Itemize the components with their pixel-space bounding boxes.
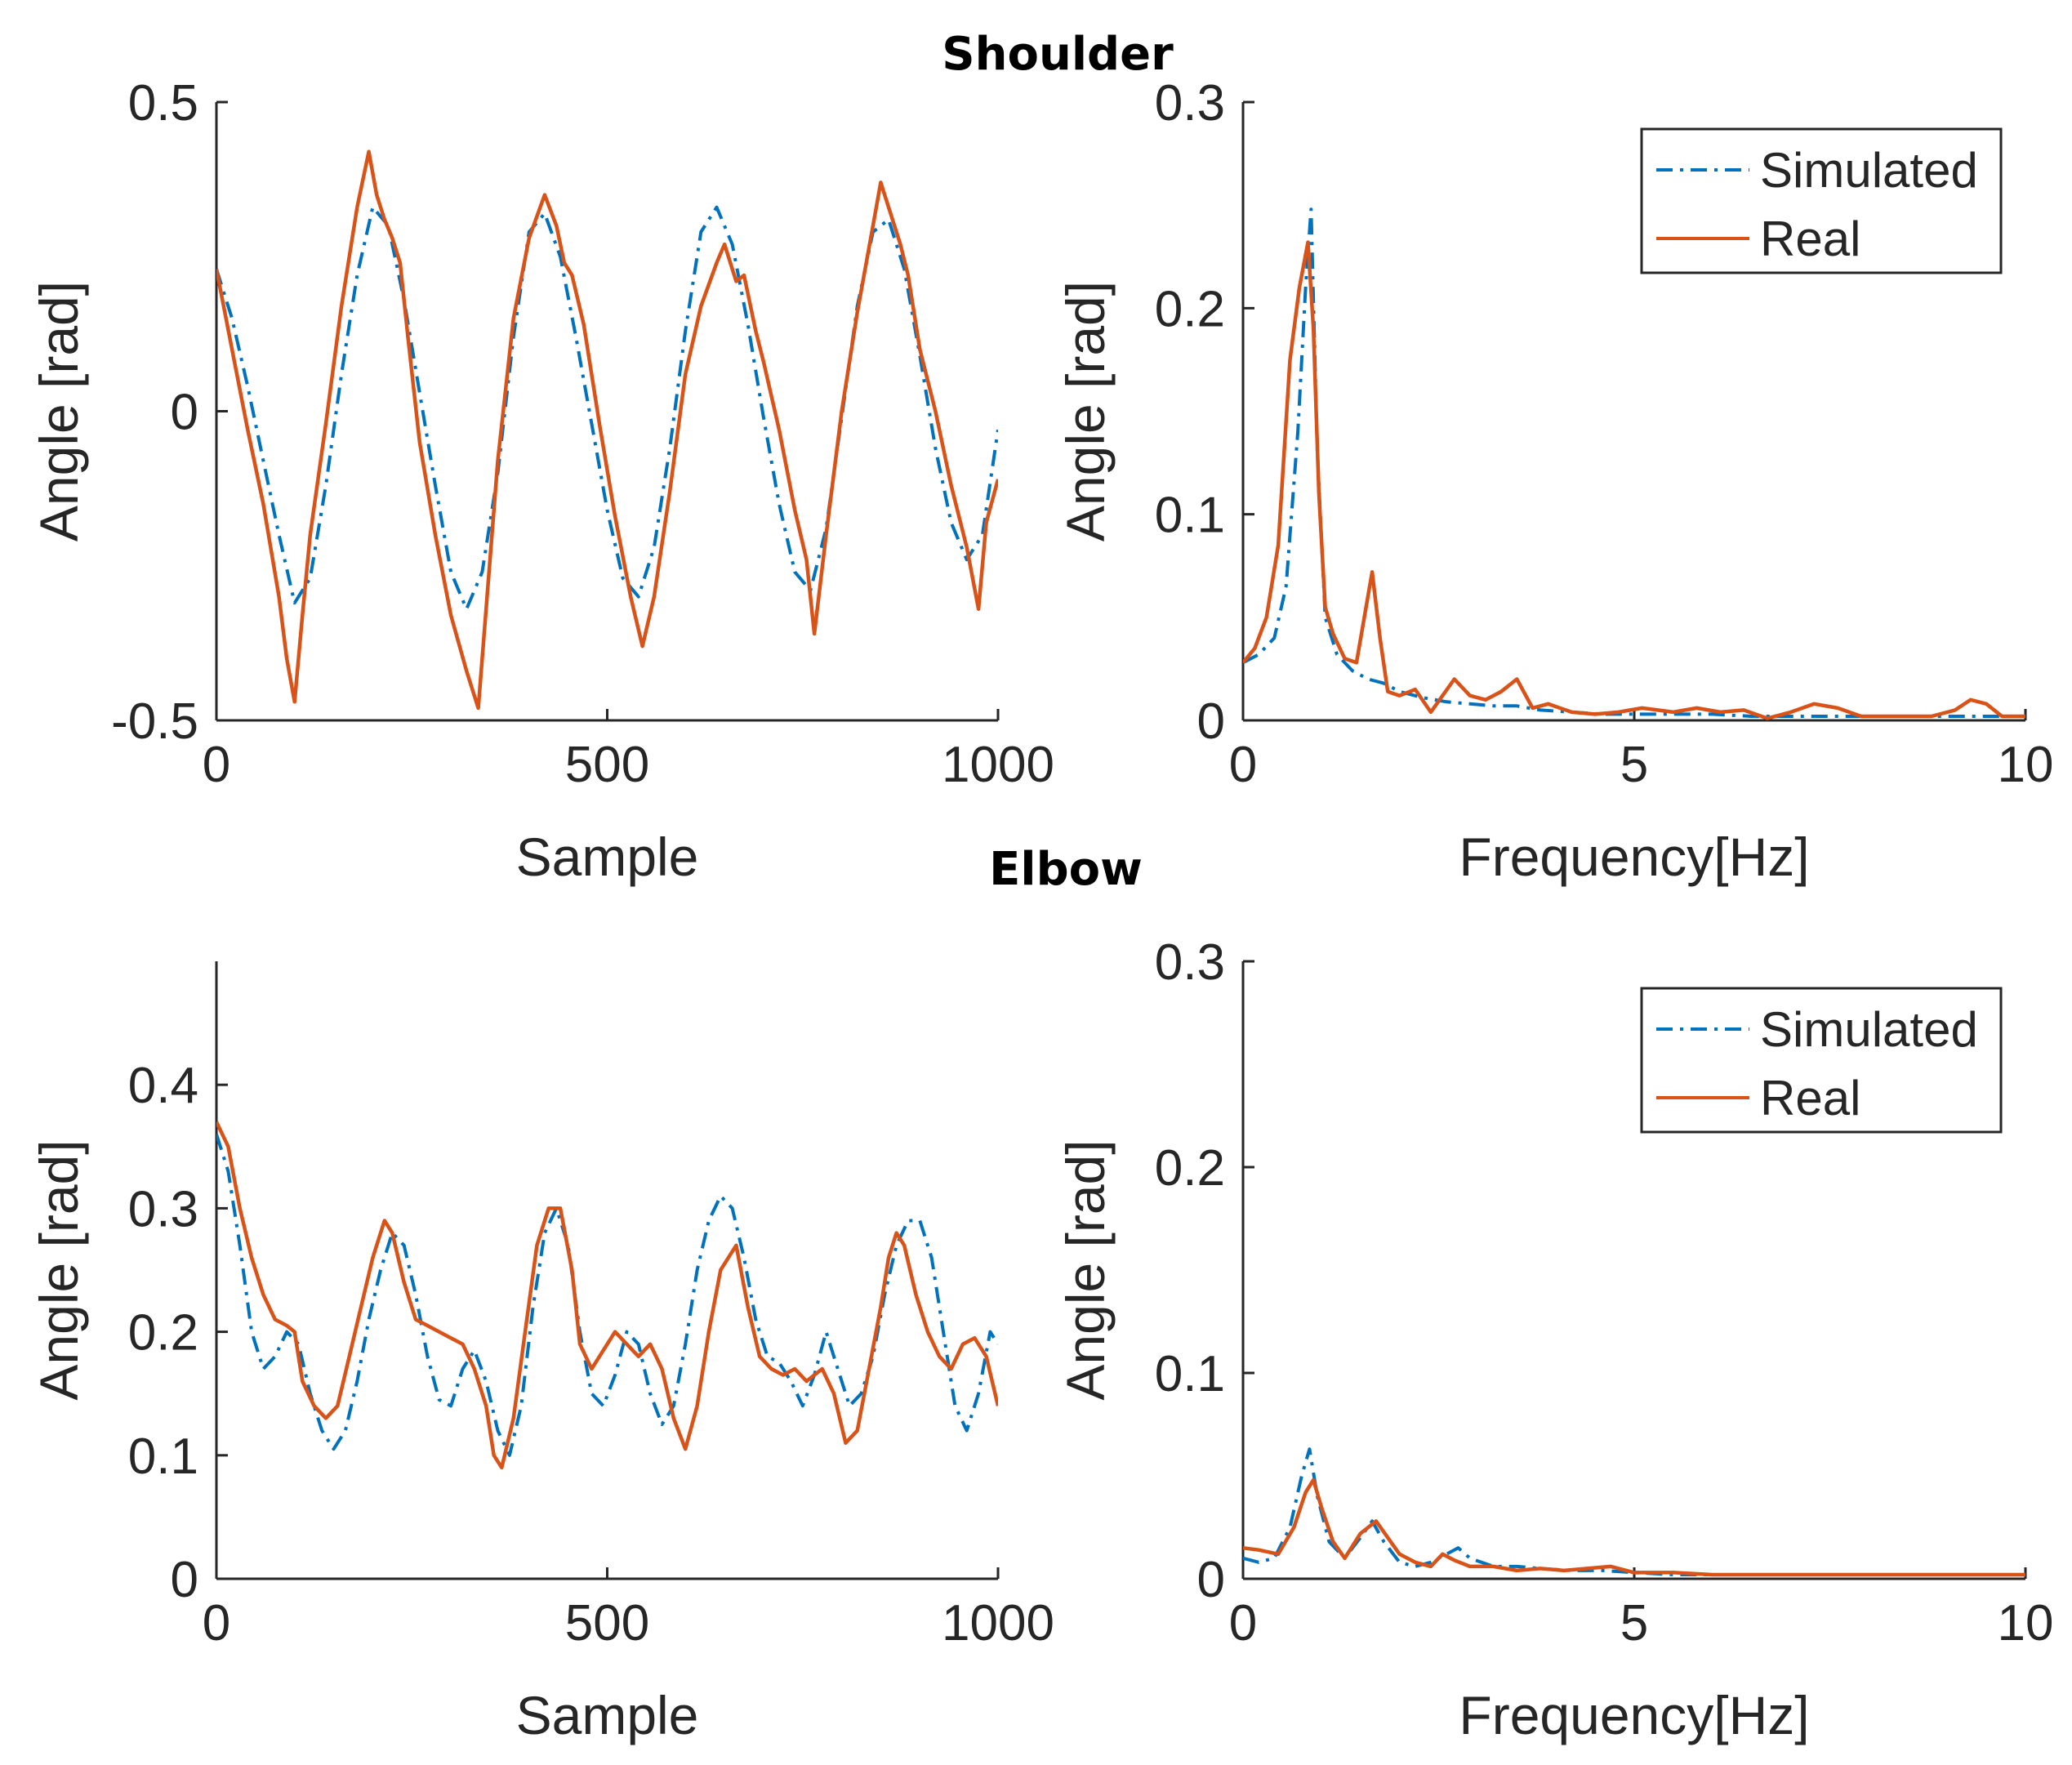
x-axis-label: Sample <box>516 1685 699 1745</box>
x-tick-label: 0 <box>203 737 230 793</box>
series-line-simulated <box>216 205 998 611</box>
x-tick-label: 500 <box>565 737 649 793</box>
y-tick-label: -0.5 <box>111 693 198 750</box>
chart-shoulder-freq: 0 5 10 0 0.1 0.2 0.3 Frequency[Hz] Angle [rad] Si… <box>1055 75 2053 887</box>
y-tick-label: 0.1 <box>128 1428 198 1485</box>
x-tick-label: 1000 <box>942 1595 1054 1651</box>
section-title-shoulder: Shoulder <box>942 28 1174 81</box>
x-tick-label: 500 <box>565 1595 649 1651</box>
series-line-real <box>1243 240 2025 720</box>
x-tick-label: 5 <box>1620 1595 1648 1651</box>
x-tick-label: 10 <box>1998 1595 2054 1651</box>
legend-box <box>1640 987 2003 1134</box>
section-title-elbow: Elbow <box>989 843 1143 896</box>
y-tick-label: 0.3 <box>1155 75 1225 131</box>
y-axis-label: Angle [rad] <box>29 1139 89 1400</box>
legend-label-simulated: Simulated <box>1760 1002 1978 1057</box>
x-tick-label: 0 <box>1229 737 1257 793</box>
legend-box <box>1640 127 2003 274</box>
chart-elbow-time: 0 500 1000 0 0.1 0.2 0.3 0.4 Sample Angle [rad] <box>29 961 1054 1745</box>
y-axis-label: Angle [rad] <box>1055 281 1116 542</box>
series-line-real <box>1243 1478 2025 1577</box>
y-tick-label: 0.5 <box>128 75 198 131</box>
y-axis-label: Angle [rad] <box>29 281 89 542</box>
legend: Simulated Real <box>1640 127 2003 274</box>
y-tick-label: 0 <box>171 385 198 441</box>
y-tick-label: 0.2 <box>1155 281 1225 337</box>
y-tick-label: 0 <box>1197 1552 1225 1608</box>
x-axis-label: Sample <box>516 827 699 887</box>
y-tick-label: 0.2 <box>128 1305 198 1362</box>
x-tick-label: 0 <box>203 1595 230 1651</box>
legend-label-simulated: Simulated <box>1760 143 1978 198</box>
y-tick-label: 0.4 <box>128 1058 198 1114</box>
series-line-simulated <box>1243 1447 2025 1576</box>
y-axis-label: Angle [rad] <box>1055 1139 1116 1400</box>
series-line-real <box>216 1121 998 1470</box>
series-line-real <box>216 149 998 711</box>
x-tick-label: 10 <box>1998 737 2054 793</box>
x-tick-label: 0 <box>1229 1595 1257 1651</box>
y-tick-label: 0.1 <box>1155 488 1225 544</box>
x-axis-label: Frequency[Hz] <box>1459 1685 1809 1745</box>
x-tick-label: 5 <box>1620 737 1648 793</box>
legend: Simulated Real <box>1640 987 2003 1134</box>
y-tick-label: 0.2 <box>1155 1140 1225 1197</box>
y-tick-label: 0.3 <box>128 1181 198 1237</box>
legend-label-real: Real <box>1760 1071 1860 1125</box>
y-tick-label: 0.1 <box>1155 1346 1225 1402</box>
y-tick-label: 0 <box>171 1552 198 1608</box>
y-tick-label: 0 <box>1197 693 1225 750</box>
x-tick-label: 1000 <box>942 737 1054 793</box>
chart-elbow-freq: 0 5 10 0 0.1 0.2 0.3 Frequency[Hz] Angle [rad] Si… <box>1055 934 2053 1745</box>
y-tick-label: 0.3 <box>1155 934 1225 991</box>
x-axis-label: Frequency[Hz] <box>1459 827 1809 887</box>
series-line-simulated <box>216 1134 998 1457</box>
legend-label-real: Real <box>1760 212 1860 266</box>
